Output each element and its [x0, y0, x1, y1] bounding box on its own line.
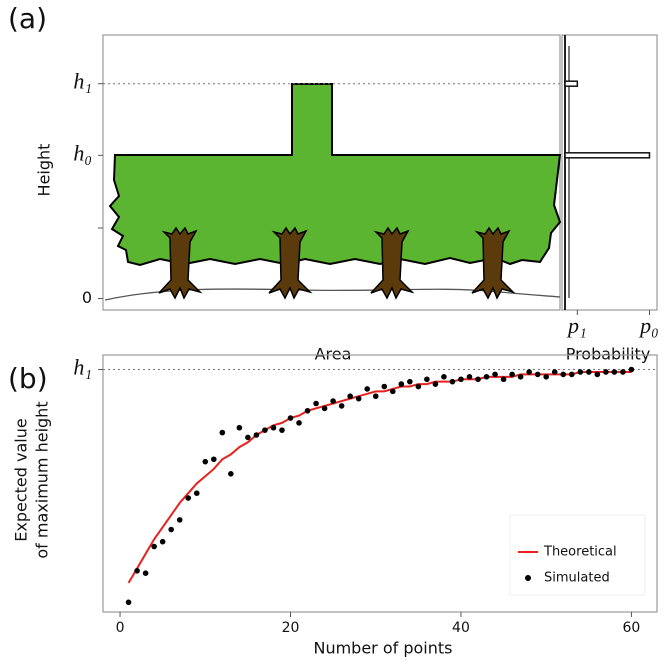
- data-point: [142, 570, 149, 577]
- data-point: [509, 371, 515, 378]
- data-point: [168, 526, 174, 533]
- data-point: [381, 383, 388, 390]
- data-point: [262, 427, 268, 433]
- data-point: [415, 383, 422, 390]
- y-axis-title: Expected value: [12, 418, 31, 541]
- data-point: [151, 543, 157, 550]
- data-point: [441, 374, 447, 380]
- x-tick-label: 40: [452, 620, 470, 636]
- data-point: [159, 538, 166, 545]
- data-point: [526, 369, 532, 375]
- data-point: [568, 371, 575, 378]
- data-point: [398, 381, 405, 387]
- x-tick-label: 20: [282, 620, 300, 636]
- data-point: [176, 517, 183, 523]
- y-tick-label: h₁: [73, 69, 92, 94]
- data-point: [219, 429, 226, 436]
- data-point: [628, 366, 635, 373]
- legend-swatch: [525, 575, 531, 581]
- data-point: [432, 381, 439, 387]
- probability-bar: [564, 152, 651, 159]
- data-point: [517, 374, 524, 380]
- probability-bar: [564, 80, 579, 87]
- legend-box: [509, 514, 646, 596]
- data-point: [577, 369, 584, 375]
- data-point: [321, 405, 328, 412]
- data-point: [551, 369, 558, 375]
- data-point: [492, 371, 498, 378]
- y-tick-label: h₀: [73, 140, 92, 165]
- data-point: [347, 393, 353, 400]
- data-point: [228, 471, 234, 477]
- data-point: [364, 386, 371, 392]
- x-axis-title: Number of points: [313, 639, 452, 658]
- x-tick-label: 0: [116, 620, 125, 636]
- data-point: [279, 427, 285, 433]
- data-point: [560, 371, 567, 378]
- data-point: [253, 432, 260, 438]
- data-point: [500, 376, 507, 383]
- data-point: [449, 378, 456, 385]
- data-point: [211, 456, 217, 463]
- canopy: [108, 83, 562, 267]
- panel-label: (b): [8, 362, 48, 395]
- data-point: [594, 371, 601, 378]
- data-point: [330, 398, 336, 404]
- data-point: [270, 424, 277, 431]
- data-point: [202, 458, 209, 465]
- data-point: [245, 434, 251, 441]
- data-point: [296, 420, 302, 426]
- data-point: [125, 599, 132, 606]
- data-point: [611, 369, 618, 375]
- plot-frame: [102, 354, 658, 613]
- x-axis-title: Probability: [566, 345, 651, 364]
- probability-frame: [561, 34, 658, 311]
- data-point: [338, 403, 345, 409]
- data-point: [407, 378, 413, 385]
- data-point: [475, 376, 481, 383]
- data-point: [193, 490, 200, 496]
- x-tick-label: 60: [623, 620, 641, 636]
- data-point: [287, 415, 294, 421]
- y-axis-title: of maximum height: [33, 401, 52, 558]
- data-point: [466, 374, 473, 380]
- y-tick-label: h₁: [73, 355, 92, 380]
- data-point: [543, 374, 549, 380]
- legend-label: Theoretical: [543, 545, 617, 560]
- data-point: [483, 374, 490, 380]
- x-tick-label: p₁: [566, 313, 587, 338]
- data-point: [534, 371, 541, 378]
- plot-frame: [102, 34, 561, 311]
- data-point: [304, 407, 311, 414]
- data-point: [424, 376, 430, 383]
- data-point: [134, 567, 140, 574]
- data-point: [185, 495, 192, 501]
- x-tick-label: p₀: [638, 313, 659, 338]
- x-axis-title: Area: [315, 345, 352, 364]
- y-tick-label: 0: [82, 288, 92, 307]
- data-point: [236, 424, 243, 431]
- legend-label: Simulated: [544, 571, 610, 586]
- data-point: [372, 393, 379, 400]
- data-point: [389, 388, 396, 395]
- data-point: [313, 400, 319, 407]
- data-point: [603, 369, 609, 375]
- data-point: [620, 369, 626, 375]
- panel-label: (a): [8, 2, 47, 35]
- theoretical-line: [127, 370, 632, 584]
- data-point: [458, 376, 464, 383]
- y-axis-title: Height: [35, 144, 54, 197]
- data-point: [355, 395, 362, 402]
- data-point: [586, 369, 592, 375]
